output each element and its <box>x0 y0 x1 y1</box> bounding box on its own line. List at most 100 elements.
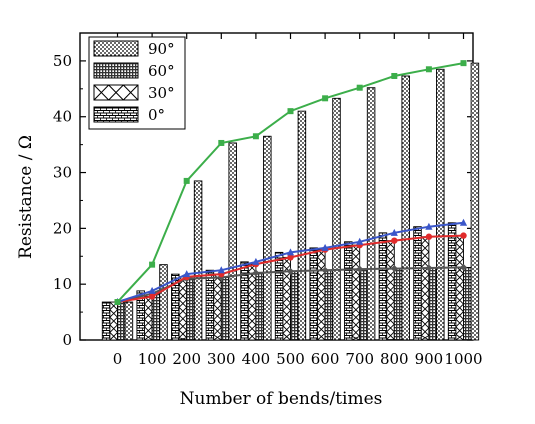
x-tick-label: 0 <box>113 350 123 368</box>
bar-60deg-500 <box>290 270 299 341</box>
bar-90deg-200 <box>193 180 203 341</box>
bar-hatch <box>386 331 395 340</box>
bar-hatch <box>282 310 291 319</box>
bar-hatch <box>386 316 395 325</box>
bar-hatch <box>420 327 430 336</box>
bar-hatch <box>386 270 395 279</box>
bar-hatch <box>247 301 257 311</box>
bar-0deg-600 <box>309 247 318 341</box>
bar-hatch <box>144 311 153 320</box>
x-tick-label: 1000 <box>444 350 482 368</box>
bar-hatch <box>317 287 326 296</box>
bar-hatch <box>351 305 361 314</box>
bar-hatch <box>247 294 257 303</box>
bar-hatch <box>178 299 188 308</box>
bar-hatch <box>178 314 188 323</box>
x-tick-label: 200 <box>172 350 201 368</box>
bar-0deg-800 <box>378 232 388 341</box>
bar-hatch <box>386 278 395 287</box>
bar-60deg-700 <box>359 268 368 341</box>
point-30deg-900 <box>425 233 433 240</box>
bar-hatch <box>282 279 291 289</box>
bars <box>101 62 480 341</box>
bar-hatch <box>282 325 291 334</box>
bar-hatch <box>455 280 464 290</box>
point-0deg-100 <box>148 286 156 294</box>
bar-hatch <box>317 272 326 281</box>
bar-hatch <box>282 302 291 311</box>
bar-hatch <box>420 282 430 291</box>
bar-hatch <box>317 256 326 266</box>
bar-hatch <box>178 337 187 341</box>
bar-hatch <box>455 250 464 259</box>
bar-90deg-1000 <box>470 62 480 341</box>
bar-hatch <box>317 310 326 319</box>
bar-hatch <box>317 332 326 341</box>
bar-hatch <box>213 296 222 305</box>
bar-hatch <box>351 259 361 269</box>
y-tick-label: 20 <box>53 219 72 237</box>
bar-hatch <box>144 334 153 341</box>
bar-hatch <box>386 255 395 264</box>
bar-hatch <box>455 334 464 341</box>
bar-60deg-200 <box>186 278 195 341</box>
bar-hatch <box>317 279 326 288</box>
bar-60deg-600 <box>324 269 334 341</box>
bar-hatch <box>420 274 430 283</box>
point-30deg-100 <box>148 293 156 300</box>
point-90deg-100 <box>149 261 156 268</box>
x-tick-label: 800 <box>380 350 409 368</box>
bar-hatch <box>213 304 222 313</box>
bar-90deg-0 <box>124 301 134 341</box>
x-tick-label: 500 <box>276 350 305 368</box>
y-tick-label: 0 <box>62 331 72 349</box>
bar-hatch <box>420 320 430 329</box>
bar-hatch <box>455 296 464 305</box>
bar-90deg-700 <box>366 87 376 341</box>
x-tick-label: 600 <box>311 350 340 368</box>
point-90deg-600 <box>322 95 329 102</box>
bar-hatch <box>351 282 361 292</box>
bar-30deg-500 <box>282 256 291 341</box>
legend-swatch-0deg <box>93 106 139 123</box>
bar-hatch <box>351 335 360 341</box>
bar-hatch <box>109 332 118 341</box>
bar-hatch <box>351 297 361 307</box>
bar-hatch <box>213 319 222 328</box>
point-90deg-200 <box>183 177 190 184</box>
swatch-hatch <box>108 84 124 101</box>
bar-hatch <box>455 273 464 282</box>
bar-90deg-100 <box>159 264 168 341</box>
y-axis-label: Resistance / Ω <box>16 135 36 259</box>
bar-hatch <box>247 324 257 333</box>
legend-swatch-90deg <box>93 40 139 57</box>
bar-hatch <box>109 324 118 333</box>
point-90deg-800 <box>391 72 398 79</box>
point-60deg-800 <box>390 265 398 273</box>
x-tick-label: 900 <box>415 350 444 368</box>
legend-label-60deg: 60° <box>148 62 175 80</box>
bar-hatch <box>386 263 395 272</box>
bar-30deg-400 <box>247 263 257 341</box>
bar-hatch <box>282 272 291 281</box>
bar-60deg-900 <box>428 267 437 341</box>
point-30deg-1000 <box>460 232 467 239</box>
swatch-hatch <box>93 84 110 101</box>
bar-hatch <box>351 275 361 284</box>
bar-90deg-300 <box>228 142 237 341</box>
bar-hatch <box>455 318 464 328</box>
bar-hatch <box>109 309 118 318</box>
point-60deg-700 <box>356 265 364 273</box>
point-0deg-500 <box>286 248 295 256</box>
bar-0deg-900 <box>413 226 422 341</box>
bar-90deg-500 <box>297 110 307 341</box>
bar-hatch <box>247 286 257 295</box>
bar-hatch <box>144 326 153 335</box>
bar-hatch <box>420 251 430 260</box>
bar-hatch <box>455 326 464 335</box>
bar-hatch <box>317 302 326 311</box>
bar-30deg-200 <box>178 276 188 341</box>
bar-hatch <box>455 242 464 252</box>
